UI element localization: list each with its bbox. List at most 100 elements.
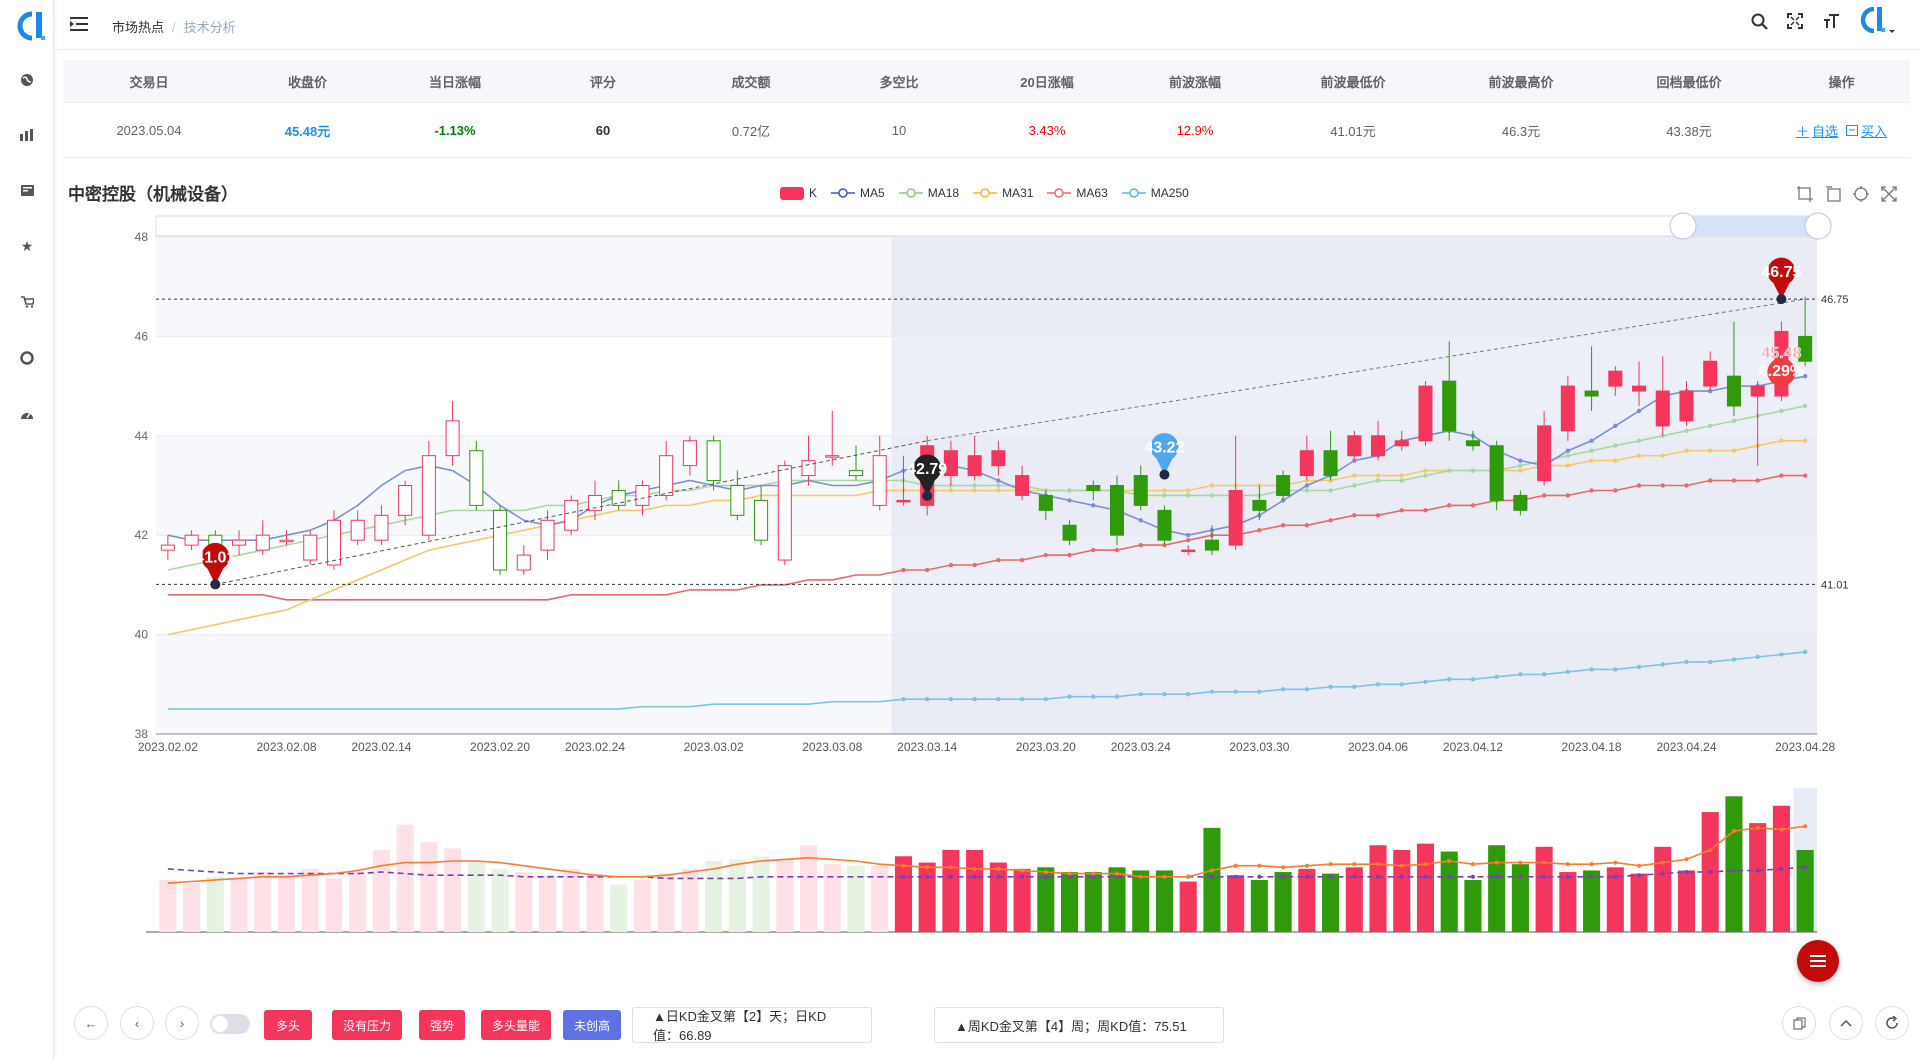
ma18-line-point [1470,468,1476,473]
lifebuoy-icon[interactable] [17,348,37,368]
x-tick-label: 2023.03.24 [1111,740,1171,754]
legend-item-ma31[interactable]: MA31 [973,186,1033,200]
candle [1442,380,1457,432]
vol-ma-short-point [1281,865,1286,870]
newspaper-icon[interactable] [17,180,37,200]
ma63-line-point [1352,513,1357,518]
candle [1537,425,1552,482]
candle [706,440,721,482]
dashboard-icon[interactable] [17,404,37,424]
vol-ma-long-point [1518,874,1523,879]
legend-item-ma63[interactable]: MA63 [1047,186,1108,200]
mode-toggle[interactable] [210,1014,250,1034]
vol-ma-long-point [1494,874,1499,879]
candle [469,450,484,506]
pin-anchor [1776,294,1787,305]
candle [398,485,413,516]
col-header: 前波最高价 [1488,74,1554,90]
candle [1608,370,1623,387]
menu-toggle-icon[interactable] [70,16,88,32]
menu-fab-button[interactable] [1797,940,1839,982]
ma31-line-point [1779,438,1784,443]
ma250-line-point [1636,664,1642,670]
back-button[interactable]: ← [74,1006,108,1040]
tag-no-new-high[interactable]: 未创高 [563,1010,621,1040]
breadcrumb-root[interactable]: 市场热点 [112,20,165,35]
ma250-line-point [972,697,977,702]
ma63-line-point [1257,528,1262,533]
vol-ma-short-point [1613,860,1618,865]
buy-link[interactable]: 买入 [1846,121,1887,140]
ma18-line-point [1043,488,1049,493]
col-header: 操作 [1828,74,1855,90]
legend-item-ma5[interactable]: MA5 [831,186,885,200]
x-tick-label: 2023.03.20 [1016,740,1076,754]
vol-ma-long-point [1708,870,1713,875]
ma250-line-point [1470,677,1476,682]
tag-no-pressure[interactable]: 没有压力 [332,1010,402,1040]
x-tick-label: 2023.02.20 [470,740,530,754]
ma5-line-point [1091,503,1096,508]
add-watchlist-link[interactable]: ＋自选 [1795,123,1838,139]
col-header: 20日涨幅 [1020,74,1074,90]
candle [445,420,460,457]
cart-icon[interactable] [17,292,37,312]
star-icon[interactable]: ★ [20,237,34,254]
tag-bull-volume[interactable]: 多头量能 [481,1010,551,1040]
volume-bar [254,872,272,932]
volume-bar [1298,868,1316,932]
kline-chart[interactable]: 38 40 42 44 46 48 2023.02.02 2023.02.08 2023.02.… [0,0,1920,960]
volume-bar [444,848,462,932]
cell-wave-low: 41.01元 [1330,123,1376,139]
vol-ma-long-point [1304,874,1309,879]
ma5-line-point [1613,423,1618,429]
legend-item-k[interactable]: K [780,186,817,200]
user-avatar[interactable] [1856,6,1896,34]
app-logo[interactable] [10,8,46,44]
save-image-icon[interactable] [1880,185,1898,203]
zoom-icon[interactable] [1796,185,1814,203]
legend-item-ma18[interactable]: MA18 [898,186,959,200]
candle [1323,450,1338,477]
vol-ma-long-point [1257,874,1262,879]
copy-icon[interactable] [1782,1006,1816,1040]
candle [1062,524,1077,541]
ma250-line-point [1114,694,1120,699]
ma18-line-point [1328,488,1333,493]
vol-ma-short-point [1731,829,1736,834]
tag-strong[interactable]: 强势 [419,1010,465,1040]
restore-icon[interactable] [1852,185,1870,203]
search-icon[interactable] [1748,10,1770,32]
breadcrumb: 市场热点 / 技术分析 [112,20,236,35]
candle [1299,450,1314,477]
ma250-line-point [1399,682,1404,687]
refresh-icon[interactable] [1875,1006,1909,1040]
ma5-line-point [996,478,1001,483]
legend-item-ma250[interactable]: MA250 [1121,186,1189,200]
volume-bar [1511,864,1529,932]
volume-bar [942,849,960,932]
scroll-top-icon[interactable] [1829,1006,1863,1040]
vol-ma-long-point [1115,874,1120,879]
ma250-line-point [1209,689,1215,694]
vol-ma-short-point [1542,860,1547,865]
vol-ma-short-point [1352,862,1357,867]
vol-ma-long-point [1565,874,1570,879]
zoom-reset-icon[interactable] [1824,185,1842,203]
font-size-icon[interactable] [1820,10,1842,32]
volume-bar [349,872,367,932]
tag-bullish[interactable]: 多头 [264,1010,312,1040]
volume-bar [1203,827,1221,932]
ma18-line-point [996,483,1001,488]
volume-bar [1725,796,1743,932]
fullscreen-icon[interactable] [1784,10,1806,32]
next-button[interactable]: › [165,1006,199,1040]
ma63-line-point [1660,483,1665,488]
bar-chart-icon[interactable] [17,125,37,145]
vol-ma-short-point [1138,874,1143,879]
ma31-line-point [1660,453,1665,458]
prev-button[interactable]: ‹ [120,1006,154,1040]
ma250-line-point [1779,652,1784,657]
vol-ma-short-point [1043,870,1048,875]
globe-icon[interactable] [17,70,37,90]
